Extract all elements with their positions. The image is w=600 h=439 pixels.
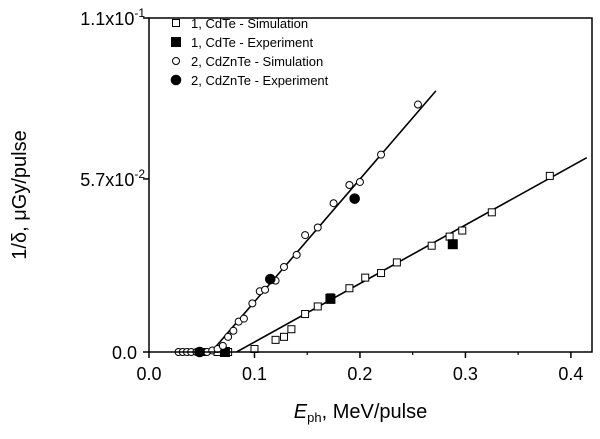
data-markers [174,100,554,358]
y-axis-title: 1/δ, μGy/pulse [9,130,31,259]
data-point [218,341,227,350]
data-point [545,171,554,180]
data-point [301,231,310,240]
fit-line [236,156,588,353]
data-point [292,250,301,259]
x-tick-label: 0.3 [453,364,478,384]
data-point [264,273,276,285]
y-axis-title-unit: μGy/pulse [9,130,31,220]
data-point [458,226,467,235]
data-point [487,208,496,217]
data-point [349,193,360,204]
series-1 [219,239,458,357]
legend-marker [170,74,182,86]
data-point [325,293,336,304]
data-point [445,232,454,241]
fit-line [210,90,437,353]
data-point [301,310,310,319]
data-point [345,284,354,293]
legend-label: 1, CdTe - Simulation [191,16,308,31]
data-point [313,302,322,311]
x-axis-title-main: E [294,401,308,423]
data-point [239,314,248,323]
data-point [355,177,364,186]
data-point [261,285,270,294]
data-point [361,273,370,282]
y-tick-label: 1.1x10-1 [80,6,145,29]
y-tick-label: 0.0 [112,343,137,363]
data-point [271,335,280,344]
series-0 [197,171,554,356]
data-point [287,325,296,334]
data-point [377,150,386,159]
legend-marker [172,19,180,27]
data-point [248,299,257,308]
x-axis-title-rest: , MeV/pulse [322,401,428,423]
axis-ticks: 0.0 0.1 0.2 0.3 0.4 0.0 5.7x10-2 1.1x10-1 [80,6,583,384]
data-point [413,100,422,109]
legend-marker [172,57,180,65]
legend: 1, CdTe - Simulation 1, CdTe - Experiment… [170,16,329,88]
data-point [427,241,436,250]
legend-label: 2, CdZnTe - Simulation [191,54,323,69]
data-point [313,223,322,232]
x-tick-label: 0.4 [558,364,583,384]
x-tick-label: 0.0 [136,364,161,384]
x-tick-label: 0.2 [347,364,372,384]
data-point [447,239,458,250]
legend-label: 1, CdTe - Experiment [191,35,313,50]
x-axis-title: Eph, MeV/pulse [294,401,427,425]
fit-lines [210,90,588,353]
data-point [329,199,338,208]
x-tick-label: 0.1 [242,364,267,384]
y-tick-label: 5.7x10-2 [80,167,145,190]
data-point [377,269,386,278]
data-point [345,181,354,189]
x-axis-title-sub: ph [307,410,321,425]
data-point [392,258,401,267]
data-point [280,332,289,341]
legend-marker [171,37,181,47]
legend-label: 2, CdZnTe - Experiment [191,73,329,88]
data-point [280,262,289,271]
y-axis-title-prefix: 1/δ, [9,221,31,260]
plot-frame [148,17,593,353]
data-point [224,332,233,341]
data-point [229,326,238,335]
series-3 [194,193,360,358]
